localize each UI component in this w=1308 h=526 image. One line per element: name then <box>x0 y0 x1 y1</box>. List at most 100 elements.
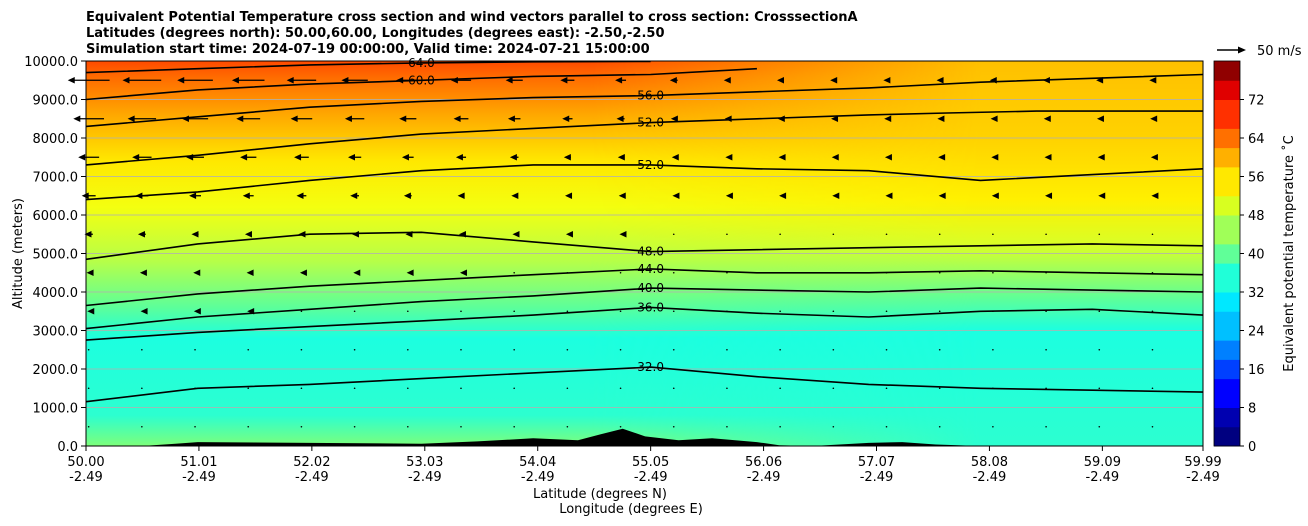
contour-60.0 <box>85 67 757 101</box>
x-tick-label-lat: 59.09 <box>1084 455 1121 470</box>
wind-vector <box>294 154 309 161</box>
wind-vector <box>779 192 787 199</box>
wind-vector <box>566 387 569 390</box>
wind-vector <box>779 387 781 390</box>
wind-vector <box>991 192 999 199</box>
wind-vector <box>616 115 625 122</box>
wind-vector <box>300 425 303 428</box>
wind-vector <box>403 192 412 199</box>
colorbar-swatch <box>1214 128 1240 139</box>
colorbar-swatch <box>1214 195 1240 206</box>
wind-vector <box>1045 271 1047 274</box>
wind-vector <box>513 425 515 428</box>
wind-vector <box>401 154 414 161</box>
contour-label: 52.0 <box>637 116 664 130</box>
wind-vector <box>560 77 575 84</box>
contour-label: 64.0 <box>408 56 435 70</box>
wind-vector <box>353 310 356 313</box>
wind-vector <box>299 269 307 276</box>
x-tick-label-lon: -2.49 <box>182 470 216 485</box>
wind-vector <box>177 77 213 84</box>
wind-vector <box>1151 192 1159 199</box>
y-tick-label: 0.0 <box>57 440 78 455</box>
wind-vector <box>566 271 569 274</box>
colorbar-swatch <box>1214 118 1240 129</box>
colorbar-swatch <box>1214 378 1240 389</box>
x-tick-label-lon: -2.49 <box>634 470 668 485</box>
wind-vectors <box>67 77 1159 428</box>
wind-vector <box>566 348 569 351</box>
terrain <box>86 428 1203 446</box>
colorbar-swatch <box>1214 157 1240 168</box>
wind-vector <box>615 77 627 84</box>
wind-vector <box>936 77 944 84</box>
wind-vector <box>777 115 785 122</box>
x-axis-label-lon: Longitude (degrees E) <box>559 502 703 517</box>
wind-vector <box>344 115 365 122</box>
colorbar-swatch <box>1214 282 1240 293</box>
wind-vector <box>132 154 152 161</box>
colorbar-tick-label: 40 <box>1248 248 1265 263</box>
wind-vector <box>723 77 731 84</box>
x-tick-label-lat: 59.99 <box>1184 455 1221 470</box>
contour-52.0 <box>85 110 1203 166</box>
colorbar-swatch <box>1214 89 1240 100</box>
wind-vector <box>885 387 888 390</box>
wind-vector <box>832 233 835 236</box>
terrain-profile <box>86 428 1203 446</box>
wind-vector <box>776 77 784 84</box>
colorbar-swatch <box>1214 99 1240 110</box>
wind-vector <box>779 425 781 428</box>
wind-vector <box>671 154 679 161</box>
wind-vector <box>1151 233 1154 236</box>
colorbar-swatch <box>1214 436 1240 447</box>
colorbar-swatch <box>1214 109 1240 120</box>
quiver-key-head <box>1238 46 1246 54</box>
wind-vector <box>1098 425 1101 428</box>
wind-vector <box>513 271 515 274</box>
wind-vector <box>509 154 519 161</box>
wind-vector <box>938 310 941 313</box>
x-tick-label-lat: 53.03 <box>406 455 443 470</box>
wind-vector <box>286 77 317 84</box>
wind-vector <box>141 348 143 351</box>
wind-vector <box>832 425 835 428</box>
wind-vector <box>460 310 462 313</box>
wind-vector <box>247 425 250 428</box>
x-tick-label-lon: -2.49 <box>521 470 555 485</box>
wind-vector <box>141 425 143 428</box>
wind-vector <box>348 154 362 161</box>
wind-vector <box>300 310 303 313</box>
wind-vector <box>672 271 675 274</box>
wind-vector <box>242 192 254 199</box>
x-tick-label-lon: -2.49 <box>1086 470 1120 485</box>
wind-vector <box>298 231 306 238</box>
colorbar-swatch <box>1214 359 1240 370</box>
wind-vector <box>885 348 888 351</box>
colorbar-swatch <box>1214 292 1240 303</box>
colorbar-swatch <box>1214 388 1240 399</box>
wind-vector <box>240 154 257 161</box>
wind-vector <box>86 269 94 276</box>
contour-32.0 <box>85 366 1204 403</box>
wind-vector <box>1097 154 1105 161</box>
colorbar-swatch <box>1214 349 1240 360</box>
wind-vector <box>991 154 999 161</box>
wind-vector <box>726 387 728 390</box>
x-tick-label-lat: 50.00 <box>67 455 104 470</box>
wind-vector <box>87 308 95 315</box>
wind-vector <box>353 348 356 351</box>
wind-vector <box>1150 154 1158 161</box>
y-tick-label: 8000.0 <box>33 132 79 147</box>
contour-56.0 <box>85 73 1204 128</box>
wind-vector <box>405 231 413 238</box>
wind-vector <box>511 192 519 199</box>
colorbar-swatch <box>1214 70 1240 81</box>
wind-vector <box>458 231 466 238</box>
wind-vector <box>300 348 303 351</box>
colorbar-swatch <box>1214 369 1240 380</box>
y-tick-label: 4000.0 <box>33 286 79 301</box>
wind-vector <box>246 269 254 276</box>
title-line: Equivalent Potential Temperature cross s… <box>86 10 858 25</box>
x-tick-label-lat: 57.07 <box>858 455 895 470</box>
